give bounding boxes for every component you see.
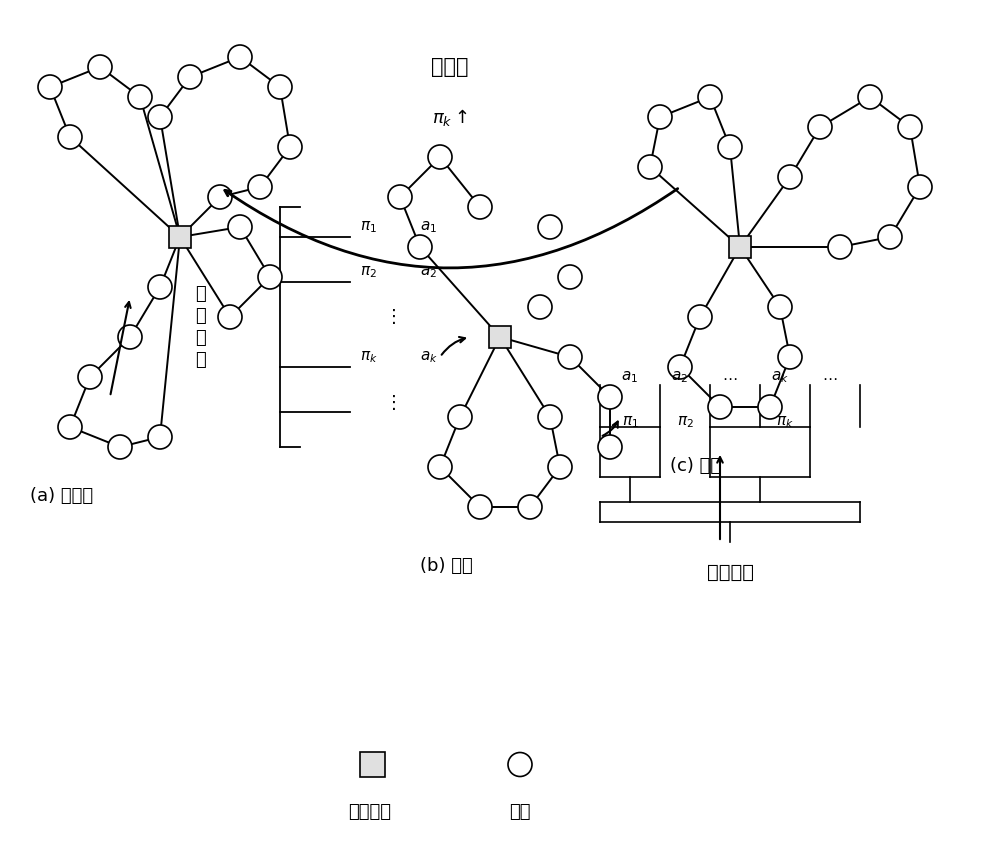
Text: $\pi_k$: $\pi_k$ bbox=[360, 349, 378, 365]
Text: $a_k$: $a_k$ bbox=[771, 369, 789, 385]
Text: $\pi_1$: $\pi_1$ bbox=[622, 414, 638, 430]
Circle shape bbox=[228, 215, 252, 239]
Text: $\cdots$: $\cdots$ bbox=[822, 369, 838, 385]
Circle shape bbox=[718, 135, 742, 159]
Bar bbox=[360, 752, 385, 777]
Circle shape bbox=[688, 305, 712, 329]
Circle shape bbox=[648, 105, 672, 129]
Bar bbox=[169, 226, 191, 248]
Circle shape bbox=[598, 435, 622, 459]
Text: $\pi_k\uparrow$: $\pi_k\uparrow$ bbox=[432, 106, 468, 128]
Text: $\pi_1$: $\pi_1$ bbox=[360, 219, 377, 235]
Circle shape bbox=[538, 215, 562, 239]
Circle shape bbox=[878, 225, 902, 249]
Circle shape bbox=[698, 85, 722, 109]
Text: $a_2$: $a_2$ bbox=[671, 369, 689, 385]
Text: $a_1$: $a_1$ bbox=[420, 219, 437, 235]
Circle shape bbox=[148, 425, 172, 449]
Circle shape bbox=[268, 75, 292, 99]
Text: $\vdots$: $\vdots$ bbox=[384, 393, 396, 411]
Circle shape bbox=[468, 495, 492, 519]
Circle shape bbox=[218, 305, 242, 329]
Text: $\pi_2$: $\pi_2$ bbox=[360, 264, 377, 280]
Circle shape bbox=[768, 295, 792, 319]
Circle shape bbox=[708, 395, 732, 419]
Circle shape bbox=[128, 85, 152, 109]
Circle shape bbox=[278, 135, 302, 159]
Circle shape bbox=[778, 165, 802, 189]
Bar bbox=[729, 236, 751, 258]
Text: 物流总仓: 物流总仓 bbox=[349, 803, 392, 821]
Circle shape bbox=[908, 175, 932, 199]
Text: 自适应: 自适应 bbox=[431, 57, 469, 77]
Circle shape bbox=[528, 295, 552, 319]
Text: 毁
灭
算
法: 毁 灭 算 法 bbox=[195, 285, 205, 369]
Text: 门店: 门店 bbox=[509, 803, 531, 821]
Circle shape bbox=[898, 115, 922, 139]
Circle shape bbox=[448, 405, 472, 429]
Circle shape bbox=[108, 435, 132, 459]
Circle shape bbox=[38, 75, 62, 99]
Circle shape bbox=[758, 395, 782, 419]
Text: $a_2$: $a_2$ bbox=[420, 264, 437, 280]
Circle shape bbox=[778, 345, 802, 369]
Text: (b) 毁灭: (b) 毁灭 bbox=[420, 557, 473, 575]
Circle shape bbox=[858, 85, 882, 109]
Circle shape bbox=[428, 145, 452, 169]
Text: 重建算法: 重建算法 bbox=[706, 562, 754, 582]
Circle shape bbox=[118, 325, 142, 349]
Circle shape bbox=[78, 365, 102, 389]
Circle shape bbox=[558, 265, 582, 289]
Circle shape bbox=[58, 125, 82, 149]
Circle shape bbox=[508, 752, 532, 776]
Circle shape bbox=[148, 105, 172, 129]
Circle shape bbox=[388, 185, 412, 209]
Text: $\vdots$: $\vdots$ bbox=[384, 308, 396, 327]
Circle shape bbox=[408, 235, 432, 259]
Circle shape bbox=[148, 275, 172, 299]
Text: $a_k$: $a_k$ bbox=[420, 349, 438, 365]
Text: (c) 重建: (c) 重建 bbox=[670, 457, 721, 475]
Circle shape bbox=[548, 455, 572, 479]
Circle shape bbox=[538, 405, 562, 429]
Circle shape bbox=[808, 115, 832, 139]
Circle shape bbox=[228, 45, 252, 69]
Text: $\cdots$: $\cdots$ bbox=[722, 369, 738, 385]
Circle shape bbox=[558, 345, 582, 369]
Circle shape bbox=[248, 175, 272, 199]
Text: $a_1$: $a_1$ bbox=[621, 369, 639, 385]
Circle shape bbox=[828, 235, 852, 259]
Circle shape bbox=[58, 415, 82, 439]
Circle shape bbox=[638, 155, 662, 179]
Circle shape bbox=[518, 495, 542, 519]
Circle shape bbox=[598, 385, 622, 409]
Circle shape bbox=[428, 455, 452, 479]
Text: (a) 初始解: (a) 初始解 bbox=[30, 487, 93, 505]
Circle shape bbox=[178, 65, 202, 89]
Circle shape bbox=[668, 355, 692, 379]
Text: $\pi_2$: $\pi_2$ bbox=[677, 414, 693, 430]
Circle shape bbox=[208, 185, 232, 209]
Circle shape bbox=[258, 265, 282, 289]
Bar bbox=[489, 326, 511, 348]
Circle shape bbox=[88, 55, 112, 79]
Circle shape bbox=[468, 195, 492, 219]
Text: $\pi_k$: $\pi_k$ bbox=[776, 414, 794, 430]
